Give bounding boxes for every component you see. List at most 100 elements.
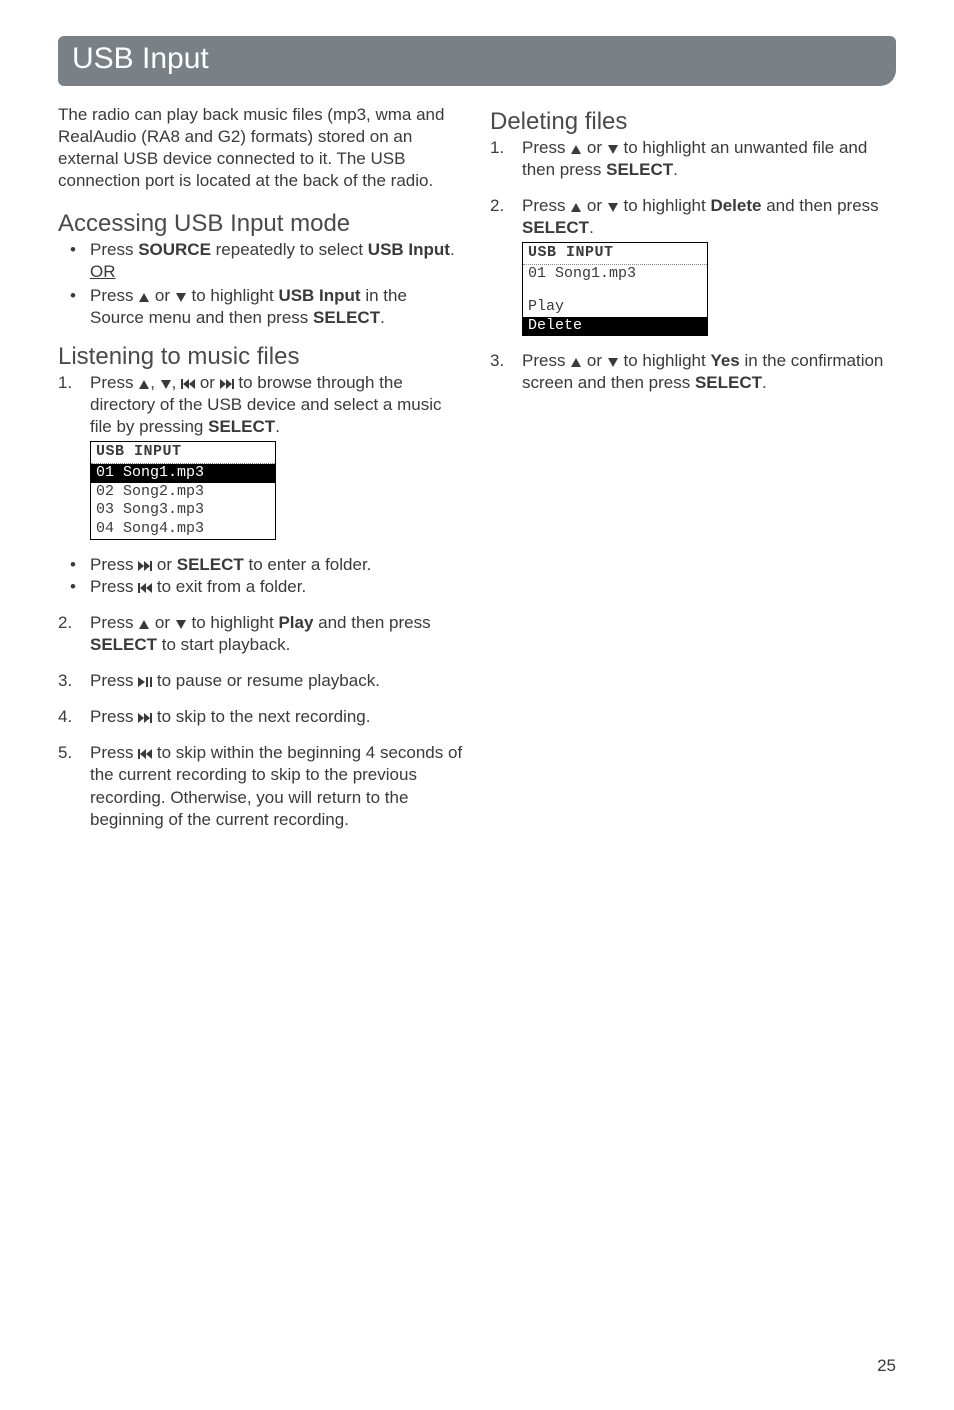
next-track-icon bbox=[138, 560, 152, 572]
text: to highlight bbox=[619, 351, 711, 370]
step-5: 5. Press to skip within the beginning 4 … bbox=[58, 742, 464, 830]
text: or bbox=[582, 138, 607, 157]
lcd-row-selected: Delete bbox=[523, 317, 707, 336]
text: to skip to the next recording. bbox=[152, 707, 370, 726]
lcd-row-selected: 01 Song1.mp3 bbox=[91, 464, 275, 483]
text: and then press bbox=[761, 196, 878, 215]
up-triangle-icon bbox=[138, 291, 150, 303]
next-track-icon bbox=[220, 378, 234, 390]
step-num: 5. bbox=[58, 742, 72, 764]
step-3: 3. Press to pause or resume playback. bbox=[58, 670, 464, 692]
page-number: 25 bbox=[877, 1356, 896, 1376]
prev-track-icon bbox=[138, 582, 152, 594]
step-num: 3. bbox=[490, 350, 504, 372]
down-triangle-icon bbox=[175, 291, 187, 303]
step-num: 4. bbox=[58, 706, 72, 728]
text: to highlight bbox=[187, 286, 279, 305]
text: . bbox=[589, 218, 594, 237]
step-4: 4. Press to skip to the next recording. bbox=[58, 706, 464, 728]
text: to highlight bbox=[187, 613, 279, 632]
lcd-title: USB INPUT bbox=[523, 243, 707, 265]
text: or bbox=[582, 351, 607, 370]
text: Press bbox=[90, 613, 138, 632]
text: Press bbox=[90, 743, 138, 762]
text: . bbox=[275, 417, 280, 436]
text: or bbox=[150, 613, 175, 632]
text: Press bbox=[90, 671, 138, 690]
lcd-row: Play bbox=[523, 298, 707, 317]
step-num: 2. bbox=[490, 195, 504, 217]
bold: SELECT bbox=[208, 417, 275, 436]
text: Press bbox=[90, 286, 138, 305]
text: Press bbox=[522, 196, 570, 215]
down-triangle-icon bbox=[607, 201, 619, 213]
left-column: The radio can play back music files (mp3… bbox=[58, 104, 464, 845]
listening-steps-cont: 2. Press or to highlight Play and then p… bbox=[58, 612, 464, 831]
list-item: Press or to highlight USB Input in the S… bbox=[58, 285, 464, 329]
accessing-list: Press SOURCE repeatedly to select USB In… bbox=[58, 239, 464, 328]
bold: Delete bbox=[710, 196, 761, 215]
bold: Yes bbox=[710, 351, 739, 370]
text: or bbox=[582, 196, 607, 215]
down-triangle-icon bbox=[607, 143, 619, 155]
text: or bbox=[152, 555, 177, 574]
list-item: Press SOURCE repeatedly to select USB In… bbox=[58, 239, 464, 283]
text: Press bbox=[90, 707, 138, 726]
list-item: Press or SELECT to enter a folder. bbox=[58, 554, 464, 576]
bold: SELECT bbox=[606, 160, 673, 179]
down-triangle-icon bbox=[607, 356, 619, 368]
step-num: 1. bbox=[58, 372, 72, 394]
prev-track-icon bbox=[138, 748, 152, 760]
lcd-row: 02 Song2.mp3 bbox=[91, 483, 275, 502]
down-triangle-icon bbox=[160, 378, 172, 390]
down-triangle-icon bbox=[175, 618, 187, 630]
step-1: 1. Press , , or to browse through the di… bbox=[58, 372, 464, 540]
lcd-gap bbox=[523, 284, 707, 298]
page-title: USB Input bbox=[72, 42, 209, 75]
text: . bbox=[380, 308, 385, 327]
lcd-row: 01 Song1.mp3 bbox=[523, 265, 707, 284]
heading-listening: Listening to music files bbox=[58, 343, 464, 371]
text: Press bbox=[90, 555, 138, 574]
text: repeatedly to select bbox=[211, 240, 368, 259]
content-columns: The radio can play back music files (mp3… bbox=[58, 104, 896, 845]
text: . bbox=[450, 240, 455, 259]
intro-text: The radio can play back music files (mp3… bbox=[58, 104, 464, 192]
deleting-steps: 1. Press or to highlight an unwanted fil… bbox=[490, 137, 896, 395]
text: , bbox=[172, 373, 181, 392]
bold: Play bbox=[278, 613, 313, 632]
up-triangle-icon bbox=[570, 356, 582, 368]
lcd-row: 04 Song4.mp3 bbox=[91, 520, 275, 539]
bold: SOURCE bbox=[138, 240, 211, 259]
step-3: 3. Press or to highlight Yes in the conf… bbox=[490, 350, 896, 394]
text: . bbox=[673, 160, 678, 179]
bold: USB Input bbox=[368, 240, 450, 259]
lcd-row: 03 Song3.mp3 bbox=[91, 501, 275, 520]
list-item: Press to exit from a folder. bbox=[58, 576, 464, 598]
text: and then press bbox=[313, 613, 430, 632]
text: to highlight bbox=[619, 196, 711, 215]
right-column: Deleting files 1. Press or to highlight … bbox=[490, 104, 896, 845]
bold: SELECT bbox=[695, 373, 762, 392]
lcd-title: USB INPUT bbox=[91, 442, 275, 464]
text: , bbox=[150, 373, 159, 392]
heading-deleting: Deleting files bbox=[490, 108, 896, 136]
bold: SELECT bbox=[522, 218, 589, 237]
prev-track-icon bbox=[181, 378, 195, 390]
lcd-screen: USB INPUT 01 Song1.mp3 Play Delete bbox=[522, 242, 708, 336]
step-num: 3. bbox=[58, 670, 72, 692]
text: Press bbox=[90, 240, 138, 259]
or-text: OR bbox=[90, 262, 116, 281]
step-2: 2. Press or to highlight Play and then p… bbox=[58, 612, 464, 656]
text: to pause or resume playback. bbox=[152, 671, 380, 690]
up-triangle-icon bbox=[570, 201, 582, 213]
text: to exit from a folder. bbox=[152, 577, 306, 596]
bold: SELECT bbox=[313, 308, 380, 327]
step-1: 1. Press or to highlight an unwanted fil… bbox=[490, 137, 896, 181]
text: or bbox=[150, 286, 175, 305]
next-track-icon bbox=[138, 712, 152, 724]
bold: SELECT bbox=[177, 555, 244, 574]
step-2: 2. Press or to highlight Delete and then… bbox=[490, 195, 896, 336]
play-pause-icon bbox=[138, 676, 152, 688]
text: Press bbox=[90, 373, 138, 392]
